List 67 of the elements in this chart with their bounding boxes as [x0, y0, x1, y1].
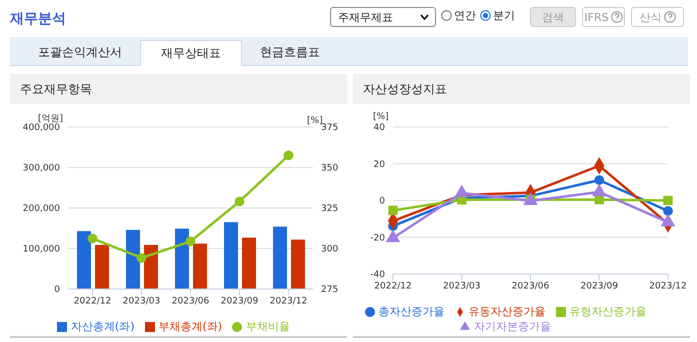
bar: [95, 244, 109, 289]
bar: [193, 244, 207, 289]
x-tick-label: 2023/09: [580, 281, 618, 292]
x-tick-label: 2023/03: [122, 296, 160, 306]
x-tick-label: 2022/12: [74, 296, 112, 306]
chart-title: 주요재무항목: [10, 74, 347, 104]
x-tick-label: 2023/06: [172, 296, 210, 306]
text: 분기: [493, 8, 515, 23]
text: 주재무제표: [330, 7, 436, 27]
legend-label: 부채총계(좌): [158, 320, 222, 333]
y-tick-label: 40: [374, 123, 386, 134]
x-tick-label: 2023/03: [443, 281, 480, 292]
y-tick-label: 0: [379, 196, 386, 207]
legend-label: 자산총계(좌): [70, 320, 134, 333]
y-axis-title: [%]: [373, 112, 389, 122]
y-axis-title: [억원]: [38, 113, 64, 124]
y2-tick-label: 325: [321, 204, 338, 214]
text: 검색: [530, 7, 576, 27]
point: [663, 196, 673, 206]
y-tick-label: 200,000: [22, 204, 60, 214]
legend-label: 유형자산증가율: [570, 305, 646, 318]
y-tick-label: 400,000: [22, 123, 60, 134]
bar: [126, 230, 140, 289]
bar: [175, 228, 189, 289]
x-tick-label: 2023/09: [220, 296, 258, 306]
bar: [77, 231, 91, 289]
text: 포괄손익계산서: [37, 44, 123, 61]
legend-label: 자기자본증가율: [474, 320, 551, 333]
x-tick-label: 2023/12: [649, 281, 687, 292]
point: [136, 253, 146, 263]
bar: [144, 244, 158, 289]
y2-axis-title: [%]: [307, 116, 323, 126]
text: 현금흐름표: [259, 44, 321, 61]
text: IFRS: [582, 7, 625, 27]
x-tick-label: 2023/12: [270, 296, 308, 306]
text: 산식: [631, 7, 684, 27]
text: 연간: [454, 8, 476, 23]
text: 재무분석: [10, 10, 66, 28]
legend-label: 총자산증가율: [378, 305, 444, 318]
y-tick-label: 20: [374, 160, 386, 170]
y2-tick-label: 375: [321, 123, 338, 134]
point: [388, 206, 398, 216]
bar: [273, 226, 287, 289]
legend-label: 부채비율: [246, 320, 290, 333]
point: [594, 175, 604, 185]
y2-tick-label: 300: [321, 244, 338, 255]
point: [234, 196, 244, 206]
y-tick-label: 0: [54, 285, 60, 296]
x-tick-label: 2022/12: [374, 281, 412, 292]
point: [663, 206, 673, 216]
y-tick-label: -20: [370, 233, 386, 244]
bar: [224, 222, 238, 289]
y2-tick-label: 275: [321, 285, 338, 296]
y-tick-label: 300,000: [22, 164, 60, 174]
point: [284, 150, 294, 160]
y2-tick-label: 350: [321, 164, 338, 174]
bar: [291, 240, 305, 289]
bar: [242, 238, 256, 289]
point: [88, 234, 98, 244]
chart-title: 자산성장성지표: [353, 74, 690, 104]
point: [186, 236, 196, 246]
y-tick-label: -40: [370, 270, 386, 280]
point: [594, 194, 604, 204]
text: 재무상태표: [140, 40, 242, 66]
legend-label: 유동자산증가율: [468, 305, 546, 318]
y-tick-label: 100,000: [22, 244, 60, 255]
x-tick-label: 2023/06: [512, 281, 550, 292]
